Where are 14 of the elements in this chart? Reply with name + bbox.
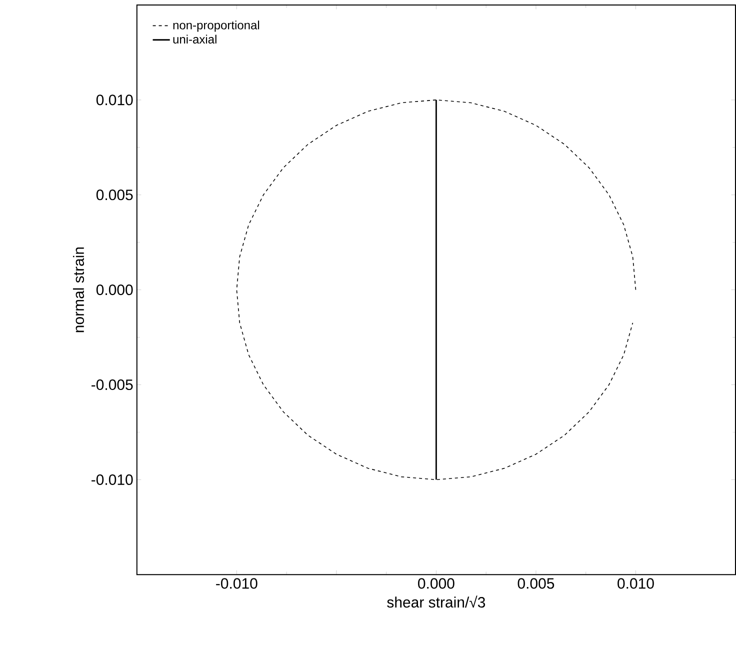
- x-tick-label: 0.000: [418, 578, 454, 589]
- x-tick-label: 0.005: [518, 578, 554, 589]
- x-tick-label: -0.010: [216, 578, 258, 589]
- y-tick-label: -0.010: [92, 474, 133, 486]
- y-tick-label: 0.005: [96, 190, 133, 200]
- y-tick-label: 0.000: [96, 284, 133, 296]
- y-tick-label: -0.005: [92, 380, 133, 390]
- x-axis-title: shear strain/√3: [387, 596, 486, 608]
- line-series: [236, 100, 636, 480]
- legend-label: non-proportional: [173, 20, 260, 32]
- y-axis-title: normal strain: [73, 248, 84, 332]
- y-tick-label: 0.010: [96, 94, 133, 106]
- x-tick-label: 0.010: [618, 578, 654, 589]
- legend-label: uni-axial: [173, 34, 216, 44]
